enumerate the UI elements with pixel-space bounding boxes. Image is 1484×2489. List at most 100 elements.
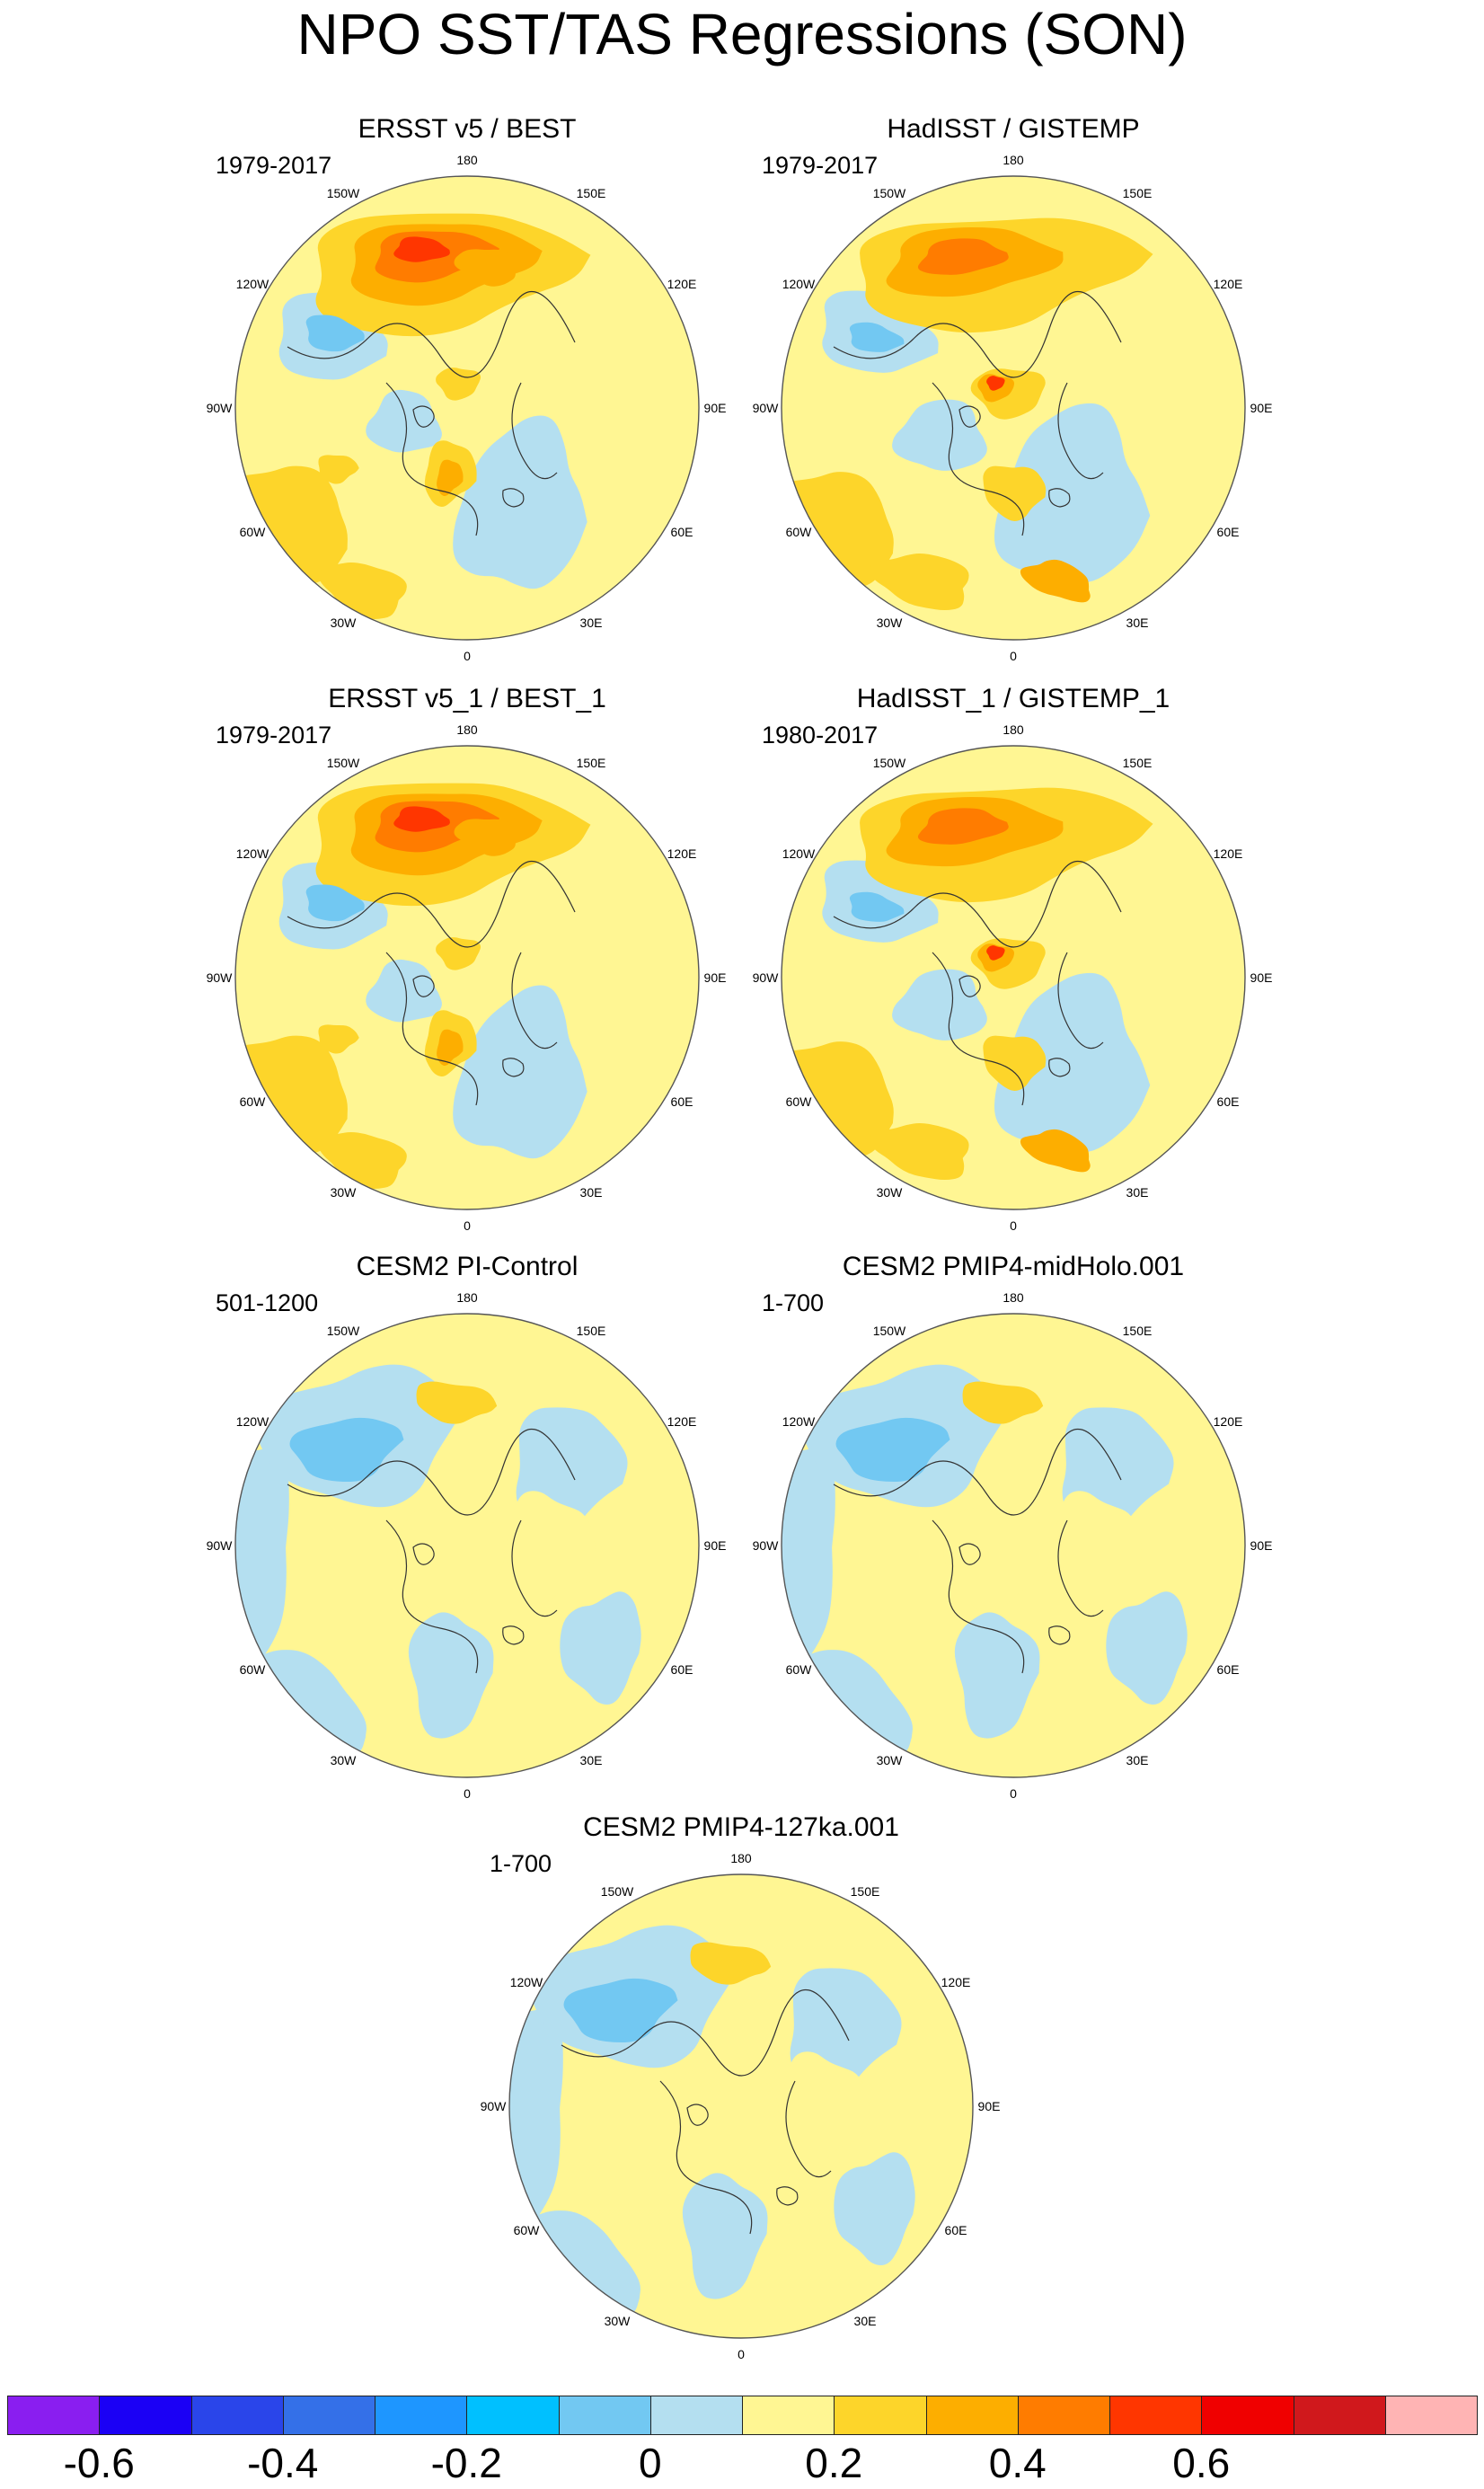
- panel-period: 501-1200: [216, 1289, 319, 1316]
- map-field-hadisst-gistemp: [782, 176, 1245, 640]
- longitude-label: 90W: [207, 1538, 234, 1553]
- coastline: [385, 382, 479, 536]
- longitude-label: 180: [730, 1851, 752, 1865]
- contour-region: [849, 891, 905, 922]
- coastline: [385, 952, 479, 1106]
- map-border: [781, 745, 1246, 1210]
- coastline: [776, 2186, 799, 2206]
- longitude-label: 60W: [786, 1662, 813, 1677]
- contour-region: [318, 1024, 359, 1054]
- longitude-label: 30E: [854, 2314, 877, 2328]
- panel-title: CESM2 PMIP4-127ka.001: [583, 1812, 899, 1842]
- coastline: [686, 2104, 709, 2126]
- coastline: [1057, 1519, 1104, 1617]
- panel-title: HadISST / GISTEMP: [887, 114, 1140, 144]
- map-border: [234, 1313, 700, 1778]
- coastline: [502, 1625, 525, 1645]
- contour-region: [868, 553, 969, 611]
- map-field-ersst-best: [235, 176, 699, 640]
- map-border: [781, 175, 1246, 641]
- longitude-label: 60W: [786, 525, 813, 539]
- longitude-label: 120E: [1214, 1414, 1243, 1429]
- polar-map: 180 150E 120E 90E 60E 30E 0 30W 60W 90W 120W 150W: [753, 722, 1273, 1233]
- coastline: [412, 975, 435, 997]
- longitude-label: 120W: [782, 277, 816, 291]
- contour-region: [305, 884, 365, 922]
- longitude-label: 60E: [671, 525, 693, 539]
- contour-region: [408, 1612, 494, 1739]
- contour-region: [437, 1029, 464, 1066]
- longitude-label: 30E: [1126, 616, 1149, 630]
- contour-region: [835, 1417, 950, 1483]
- longitude-label: 90E: [704, 401, 727, 415]
- colorbar-swatch: [190, 2396, 284, 2435]
- coastline: [412, 1543, 435, 1565]
- contour-region: [366, 959, 442, 1023]
- polar-map: 180 150E 120E 90E 60E 30E 0 30W 60W 90W 120W 150W: [481, 1851, 1001, 2361]
- coastline: [1048, 1625, 1071, 1645]
- longitude-label: 180: [1003, 1290, 1024, 1305]
- longitude-label: 150E: [1123, 1324, 1153, 1338]
- coastline: [785, 2080, 832, 2178]
- colorbar: [7, 2396, 1478, 2435]
- contour-region: [560, 1591, 641, 1705]
- coastline: [561, 1989, 850, 2077]
- panel-period: 1-700: [490, 1850, 552, 1877]
- colorbar-tick-label: 0.2: [805, 2440, 863, 2486]
- map-field-127ka: [509, 1874, 973, 2338]
- colorbar-swatch: [1384, 2396, 1478, 2435]
- contour-region: [1020, 1129, 1091, 1173]
- contour-region: [954, 1612, 1040, 1739]
- longitude-label: 30W: [331, 616, 358, 630]
- map-panel-hadisst-gistemp: HadISST / GISTEMP 1979-2017 180 150E 120E 9…: [726, 113, 1301, 688]
- map-field-ersst-best-1: [235, 746, 699, 1209]
- contour-region: [917, 808, 1009, 845]
- contour-region: [1020, 559, 1091, 603]
- contour-region: [305, 314, 365, 352]
- contour-region: [318, 455, 359, 484]
- map-panel-hadisst-gistemp-1: HadISST_1 / GISTEMP_1 1980-2017 180 150E 1…: [726, 683, 1301, 1258]
- colorbar-swatch: [1293, 2396, 1386, 2435]
- panel-period: 1980-2017: [762, 722, 879, 748]
- coastlines: [561, 1989, 850, 2235]
- longitude-label: 60E: [945, 2223, 967, 2237]
- contour-region: [509, 2008, 563, 2224]
- polar-map: 180 150E 120E 90E 60E 30E 0 30W 60W 90W 120W 150W: [207, 722, 727, 1233]
- colorbar-swatch: [742, 2396, 835, 2435]
- contour-region: [366, 389, 442, 453]
- map-panel-cesm2-127ka: CESM2 PMIP4-127ka.001 1-700 180 150E 120E 9…: [454, 1811, 1029, 2387]
- longitude-label: 30W: [877, 1185, 904, 1200]
- coastline: [287, 1428, 576, 1516]
- longitude-label: 180: [456, 1290, 478, 1305]
- coastlines: [287, 1428, 576, 1674]
- longitude-label: 30W: [331, 1185, 358, 1200]
- colorbar-swatch: [1201, 2396, 1294, 2435]
- longitude-label: 90W: [753, 401, 780, 415]
- contour-region: [437, 459, 464, 496]
- longitude-label: 180: [1003, 153, 1024, 167]
- map-border: [234, 175, 700, 641]
- contour-region: [1106, 1591, 1188, 1705]
- colorbar-swatch: [834, 2396, 927, 2435]
- colorbar-swatch: [7, 2396, 101, 2435]
- longitude-label: 0: [464, 649, 471, 663]
- longitude-label: 60E: [671, 1662, 693, 1677]
- contour-region: [1052, 1491, 1142, 1606]
- longitude-label: 150W: [601, 1884, 634, 1899]
- longitude-label: 120W: [236, 277, 269, 291]
- longitude-label: 150W: [327, 186, 360, 200]
- longitude-label: 180: [1003, 722, 1024, 737]
- longitude-label: 0: [1010, 649, 1017, 663]
- colorbar-swatch: [558, 2396, 651, 2435]
- colorbar-swatch: [466, 2396, 560, 2435]
- longitude-label: 120E: [667, 277, 697, 291]
- map-panel-ersst-best: ERSST v5 / BEST 1979-2017 180 150E 120E 90E…: [180, 113, 755, 688]
- coastline: [287, 860, 576, 948]
- longitude-label: 150W: [327, 756, 360, 770]
- panel-title: CESM2 PI-Control: [356, 1252, 579, 1281]
- coastline: [511, 1519, 558, 1617]
- longitude-label: 30E: [580, 1753, 603, 1767]
- longitude-label: 30W: [605, 2314, 632, 2328]
- colorbar-tick-label: -0.4: [247, 2440, 319, 2486]
- longitude-label: 30W: [877, 616, 904, 630]
